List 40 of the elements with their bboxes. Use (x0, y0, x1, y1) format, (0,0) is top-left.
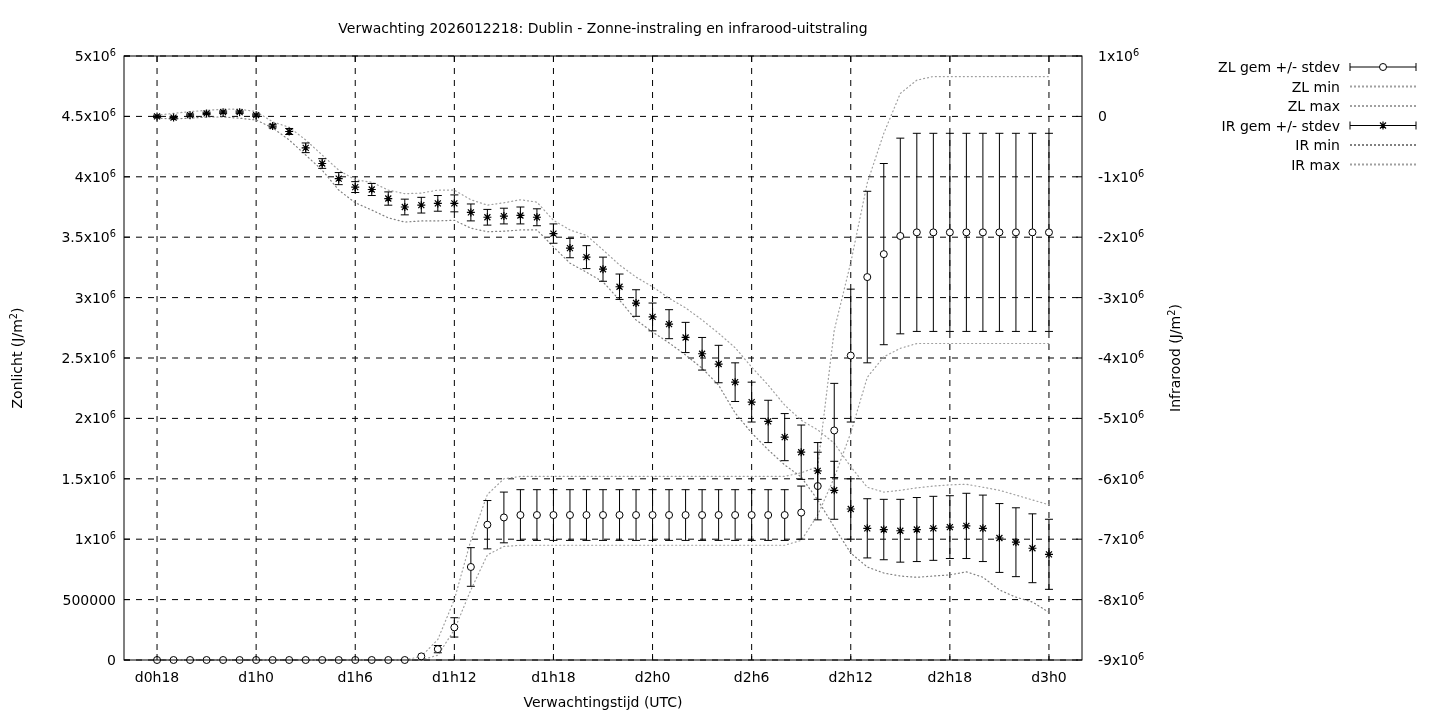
x-tick-label: d0h18 (134, 669, 180, 685)
y2-tick-label: -4x10$^{6}$ (1098, 348, 1145, 366)
y2-tick-label: -5x10$^{6}$ (1098, 408, 1145, 427)
y2-tick-label: -8x10$^{6}$ (1098, 590, 1145, 608)
y-tick-label: 3.5x10$^{6}$ (61, 227, 116, 246)
y-tick-label: 500000 (62, 591, 116, 608)
y2-tick-label: -6x10$^{6}$ (1098, 469, 1145, 487)
y2-tick-label: -2x10$^{6}$ (1098, 227, 1145, 246)
legend-label: ZL gem +/- stdev (1218, 59, 1340, 75)
y2-tick-label: -9x10$^{6}$ (1098, 650, 1145, 668)
x-tick-label: d3h0 (1031, 669, 1067, 685)
legend-label: IR max (1291, 156, 1340, 173)
x-tick-label: d1h12 (432, 669, 477, 685)
x-tick-label: d2h0 (634, 669, 671, 685)
y2-tick-label: -7x10$^{6}$ (1098, 529, 1145, 548)
y-tick-label: 3x10$^{6}$ (74, 288, 116, 306)
y-tick-label: 1x10$^{6}$ (74, 529, 116, 548)
y2-tick-label: -1x10$^{6}$ (1098, 167, 1145, 185)
legend-label: IR gem +/- stdev (1221, 117, 1340, 134)
y-tick-label: 0 (107, 652, 116, 668)
y-tick-label: 1.5x10$^{6}$ (61, 469, 116, 487)
x-tick-label: d2h6 (733, 669, 770, 685)
x-tick-label: d2h18 (927, 669, 973, 685)
y-tick-label: 2.5x10$^{6}$ (61, 348, 116, 366)
x-axis-title: Verwachtingstijd (UTC) (523, 694, 683, 710)
x-tick-label: d1h0 (238, 669, 274, 685)
legend-label: ZL max (1287, 98, 1340, 114)
y2-tick-label: 1x10$^{6}$ (1098, 46, 1140, 64)
x-tick-label: d1h6 (337, 669, 374, 685)
y-tick-label: 2x10$^{6}$ (74, 408, 116, 427)
x-tick-label: d1h18 (531, 669, 576, 685)
legend-label: ZL min (1291, 78, 1340, 95)
y-tick-label: 4x10$^{6}$ (74, 167, 116, 185)
legend-label: IR min (1295, 137, 1340, 153)
y-tick-label: 4.5x10$^{6}$ (61, 106, 116, 125)
chart-title: Verwachting 2026012218: Dublin - Zonne-instraling en infrarood-uitstraling (338, 20, 868, 36)
x-tick-label: d2h12 (828, 669, 873, 685)
y-tick-label: 5x10$^{6}$ (74, 46, 116, 64)
y2-tick-label: -3x10$^{6}$ (1098, 288, 1145, 306)
y2-tick-label: 0 (1098, 108, 1107, 125)
